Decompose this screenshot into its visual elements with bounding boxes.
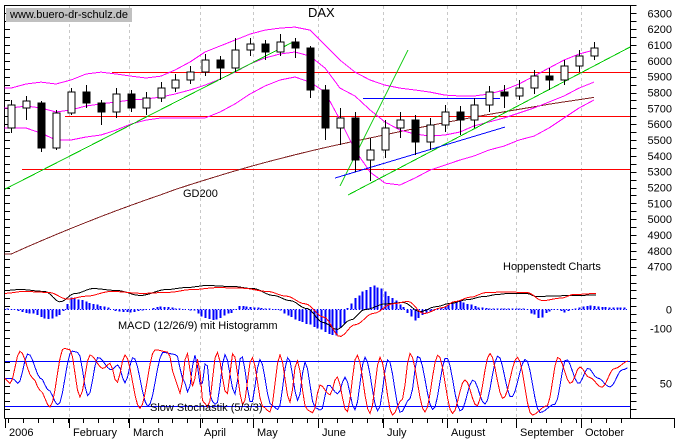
gd200-line	[4, 96, 595, 255]
price-tick-label: 4800	[648, 246, 672, 258]
gd200-label: GD200	[183, 188, 218, 200]
month-label: October	[585, 427, 624, 439]
macd-signal-line	[4, 287, 597, 337]
price-tick-label: 6200	[648, 24, 672, 36]
trend-line-2	[339, 49, 409, 187]
month-label: June	[322, 427, 346, 439]
bollinger-upper-line	[4, 26, 595, 97]
price-tick-label: 5900	[648, 72, 672, 84]
stoch-k-line	[4, 347, 628, 416]
month-label: May	[257, 427, 278, 439]
price-tick-label: 5500	[648, 135, 672, 147]
month-label: August	[451, 427, 485, 439]
price-tick-label: 5800	[648, 88, 672, 100]
stochastic-label: Slow Stochastik (5/3/3)	[150, 402, 263, 414]
price-tick-label: 6100	[648, 40, 672, 52]
month-label: April	[204, 427, 226, 439]
month-label: July	[387, 427, 407, 439]
price-tick-label: 4900	[648, 230, 672, 242]
price-tick-label: 5300	[648, 167, 672, 179]
watermark: www.buero-dr-schulz.de	[6, 8, 132, 22]
price-tick-label: 5000	[648, 214, 672, 226]
price-tick-label: 5400	[648, 151, 672, 163]
stoch-d-line	[5, 350, 628, 414]
stoch-50-label: 50	[660, 379, 672, 391]
trend-line-3	[334, 126, 506, 179]
axis-labels-layer: 6300 6200 6100 6000 5900 5800 5700 5600 5500 5400…	[9, 8, 672, 439]
macd-minus100-label: -100	[650, 324, 672, 336]
macd-line	[4, 285, 596, 330]
chart-layers	[4, 5, 675, 428]
price-tick-label: 5700	[648, 103, 672, 115]
price-tick-label: 5200	[648, 183, 672, 195]
price-tick-label: 5600	[648, 119, 672, 131]
chart-title: DAX	[308, 5, 335, 20]
candles-layer	[7, 33, 599, 182]
macd-label: MACD (12/26/9) mit Histogramm	[118, 320, 278, 332]
month-label: September	[520, 427, 574, 439]
trend-line-0	[4, 41, 294, 190]
month-label: February	[73, 427, 118, 439]
month-label: 2006	[9, 427, 33, 439]
bollinger-lower-line	[4, 76, 595, 186]
trend-line-1	[347, 46, 631, 196]
price-tick-label: 6300	[648, 8, 672, 20]
macd-zero-label: 0	[666, 305, 672, 317]
macd-histogram	[6, 285, 626, 336]
price-tick-label: 4700	[648, 262, 672, 274]
month-label: March	[133, 427, 164, 439]
price-tick-label: 5100	[648, 198, 672, 210]
branding-label: Hoppenstedt Charts	[503, 261, 601, 273]
price-tick-label: 6000	[648, 56, 672, 68]
